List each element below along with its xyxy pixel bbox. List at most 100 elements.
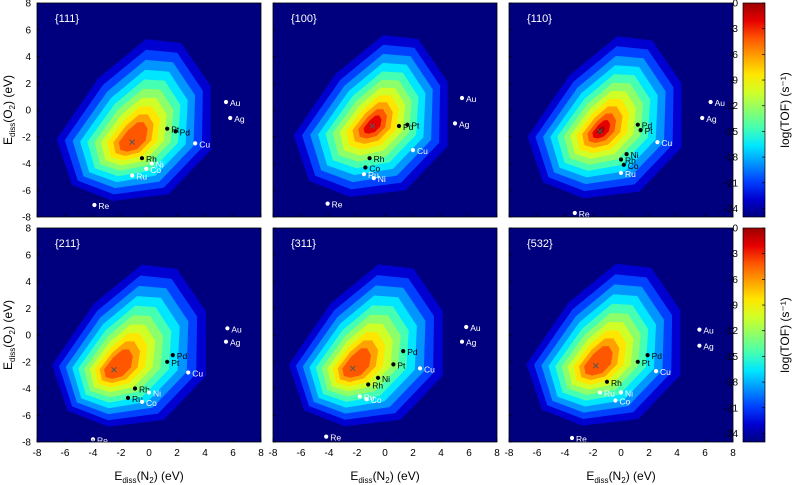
metal-label-pt: Pt — [171, 358, 180, 368]
metal-point-ni — [624, 152, 629, 157]
y-tick-label: 4 — [25, 277, 31, 288]
x-tick-label: 4 — [438, 448, 444, 459]
colorbar-tick-label: -12 — [724, 101, 739, 112]
metal-point-cu — [193, 141, 198, 146]
y-tick-label: -4 — [22, 384, 31, 395]
x-tick-label: 4 — [202, 448, 208, 459]
peak-marker — [111, 366, 117, 373]
x-tick-label: 8 — [258, 448, 264, 459]
metal-label-rh: Rh — [625, 156, 636, 166]
metal-point-au — [697, 327, 702, 332]
metal-point-rh — [139, 156, 145, 161]
metal-label-ag: Ag — [703, 342, 714, 352]
metal-label-pd: Pd — [403, 122, 414, 132]
metal-label-pt: Pt — [397, 360, 406, 370]
y-tick-label: 0 — [25, 106, 31, 117]
colorbar-label: log(TOF) (s⁻¹) — [778, 297, 792, 372]
metal-point-ag — [452, 121, 458, 126]
metal-label-pd: Pd — [180, 127, 191, 137]
x-tick-label: -4 — [561, 448, 570, 459]
metal-label-co: Co — [371, 395, 382, 405]
colorbar-tick-label: -24 — [724, 429, 739, 440]
metal-label-co: Co — [146, 398, 157, 408]
metal-label-co: Co — [628, 161, 639, 171]
metal-label-re: Re — [97, 435, 108, 445]
metal-point-ni — [375, 375, 381, 380]
x-tick-label: 8 — [730, 448, 736, 459]
metal-label-co: Co — [369, 164, 380, 174]
facet-label: {211} — [55, 238, 80, 250]
contour-level-10 — [104, 349, 133, 379]
metal-point-co — [364, 397, 369, 402]
metal-label-co: Co — [150, 165, 161, 175]
x-tick-label: -8 — [33, 448, 42, 459]
colorbar-layer: 0 -3 -6 -9 -12 -15 -18 -21 -24 log(TOF) (s⁻¹) 0 -3 -… — [724, 0, 792, 443]
metal-point-pt — [635, 359, 640, 364]
metal-point-re — [569, 435, 575, 441]
metal-label-au: Au — [231, 324, 242, 334]
metal-label-ru: Ru — [368, 170, 379, 180]
x-tick-label: 0 — [146, 448, 152, 459]
metal-point-pd — [401, 349, 406, 354]
colorbar-tick-label: -24 — [724, 204, 739, 215]
metal-point-rh — [132, 386, 138, 391]
x-tick-label: 4 — [674, 448, 680, 459]
x-tick-label: -2 — [117, 448, 126, 459]
metal-point-rh — [366, 382, 371, 387]
metal-label-ni: Ni — [378, 174, 386, 184]
metal-label-pd: Pd — [177, 351, 188, 361]
metal-label-ru: Ru — [136, 172, 147, 182]
x-tick-label: -4 — [325, 448, 334, 459]
metal-point-ni — [371, 176, 376, 181]
metal-point-ni — [149, 161, 154, 166]
x-tick-label: -8 — [505, 448, 514, 459]
metal-point-ru — [597, 390, 603, 395]
colorbar-tick-label: -6 — [729, 275, 738, 286]
metal-point-co — [621, 162, 626, 167]
metal-label-ag: Ag — [466, 338, 477, 348]
colorbar-tick-label: -21 — [724, 403, 739, 414]
y-axis-label: Ediss(O2) (eV) — [1, 300, 17, 370]
metal-point-pt — [165, 359, 170, 364]
metal-point-ru — [130, 173, 135, 178]
metal-label-rh: Rh — [146, 154, 157, 164]
contour-level-10 — [118, 122, 148, 152]
metal-label-ru: Ru — [604, 389, 615, 399]
facet-label: {532} — [527, 238, 553, 250]
x-tick-label: -2 — [589, 448, 598, 459]
metal-label-cu: Cu — [661, 138, 672, 148]
metal-point-ru — [125, 395, 131, 400]
x-tick-label: 2 — [646, 448, 652, 459]
metal-point-re — [572, 210, 577, 216]
colorbar-tick-label: -15 — [724, 352, 739, 363]
metal-point-ni — [146, 390, 152, 395]
metal-label-pd: Pd — [407, 347, 418, 357]
metal-point-au — [464, 324, 469, 330]
metal-point-ru — [361, 172, 367, 177]
x-tick-label: -2 — [353, 448, 362, 459]
contour-level-10 — [342, 348, 371, 378]
metal-label-rh: Rh — [372, 381, 383, 391]
metal-point-rh — [618, 157, 624, 162]
x-tick-label: 6 — [702, 448, 708, 459]
metal-point-rh — [604, 379, 610, 384]
metal-point-pt — [391, 362, 396, 367]
metal-point-pd — [635, 122, 640, 127]
colorbar-2 — [742, 227, 766, 443]
colorbar-tick-label: -15 — [724, 127, 739, 138]
metal-point-pd — [173, 129, 178, 134]
x-tick-label: 2 — [410, 448, 416, 459]
metal-point-ru — [618, 170, 624, 175]
metal-label-au: Au — [466, 94, 477, 104]
metal-label-ag: Ag — [706, 114, 717, 124]
metal-point-pt — [165, 126, 170, 131]
metal-label-rh: Rh — [611, 378, 622, 388]
metal-label-ru: Ru — [132, 394, 143, 404]
metal-label-au: Au — [715, 98, 726, 108]
metal-label-rh: Rh — [374, 154, 385, 164]
colorbar-label: log(TOF) (s⁻¹) — [778, 72, 792, 147]
facet-label: {100} — [291, 13, 317, 25]
